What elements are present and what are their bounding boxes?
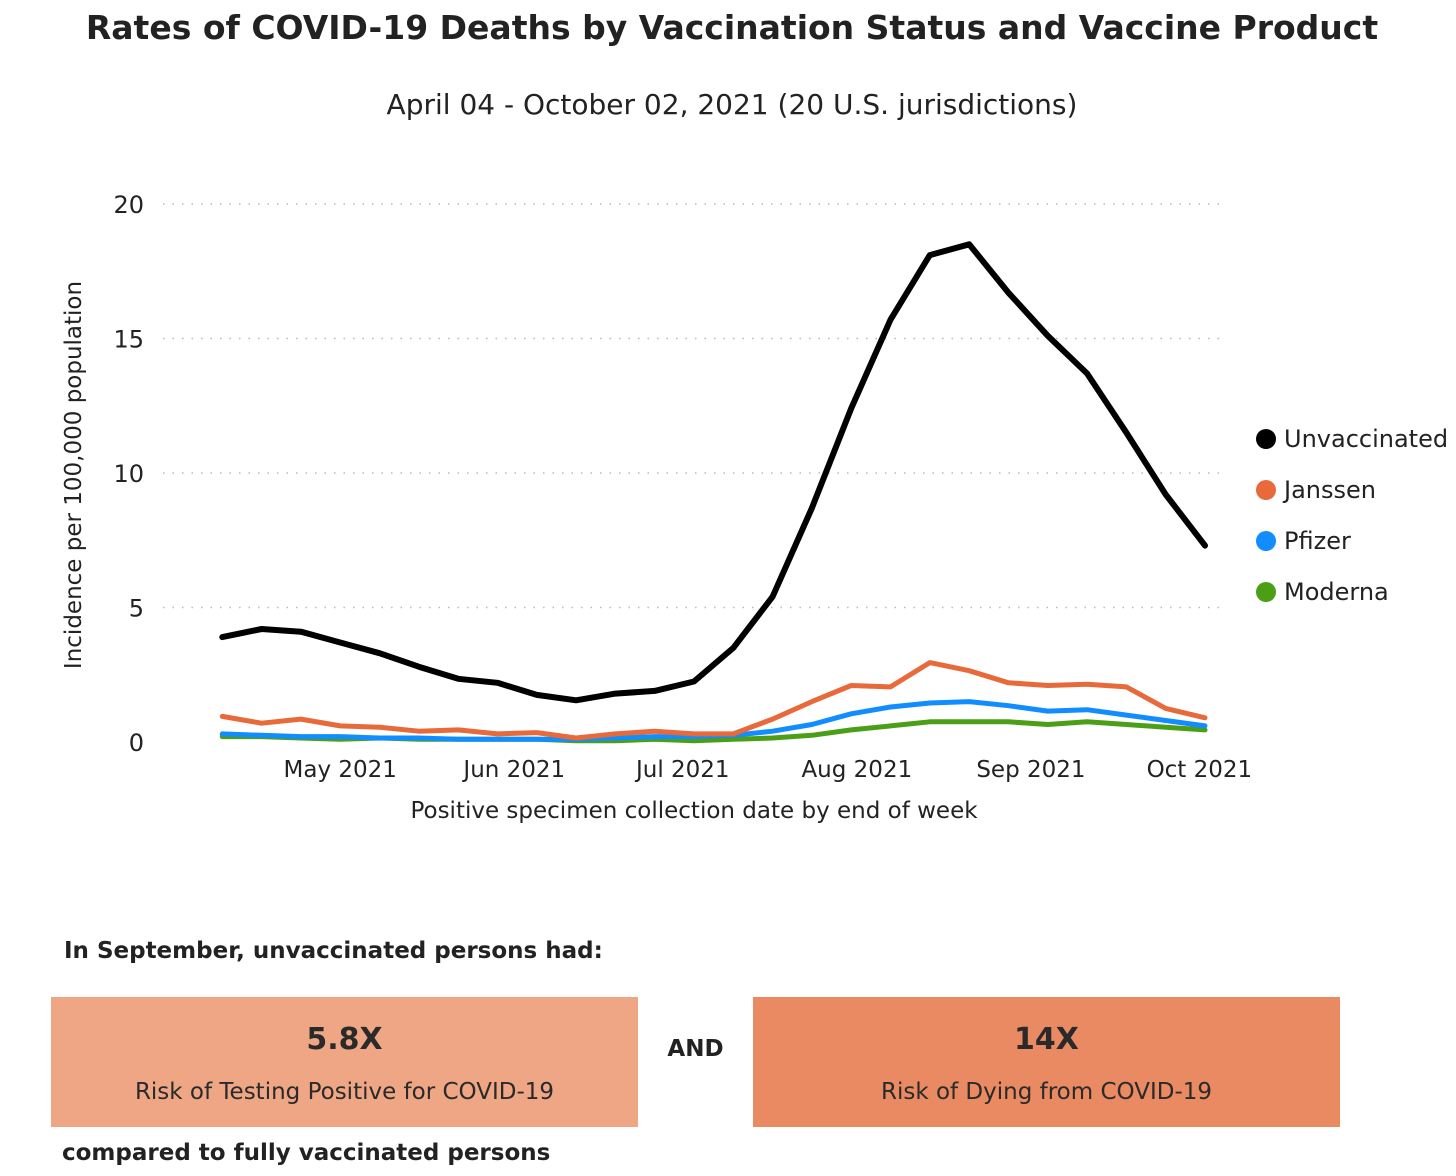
risk-label-positive: Risk of Testing Positive for COVID-19	[134, 1079, 555, 1105]
y-tick-label: 15	[113, 326, 144, 354]
chart-title: Rates of COVID-19 Deaths by Vaccination …	[85, 8, 1379, 47]
chart-subtitle: April 04 - October 02, 2021 (20 U.S. jur…	[386, 88, 1078, 121]
x-tick-label: Jul 2021	[634, 757, 730, 783]
legend-dot-unvaccinated	[1256, 429, 1276, 450]
legend-label: Unvaccinated	[1284, 425, 1449, 454]
chart-legend: Unvaccinated Janssen Pfizer Moderna	[1256, 414, 1448, 617]
x-axis-label: Positive specimen collection date by end…	[410, 798, 978, 824]
x-tick-label: May 2021	[284, 757, 397, 783]
series-line-unvaccinated	[219, 241, 1208, 704]
x-tick-label: Sep 2021	[976, 757, 1085, 783]
summary-outro: compared to fully vaccinated persons	[62, 1140, 551, 1166]
risk-box-positive: 5.8X Risk of Testing Positive for COVID-…	[51, 997, 638, 1127]
connector-and: AND	[667, 1036, 724, 1062]
legend-item-unvaccinated[interactable]: Unvaccinated	[1256, 414, 1448, 465]
line-chart: 0 5 10 15 20 May 2021 Jun 2021 Jul 2021 Aug 2021…	[61, 191, 1253, 824]
y-tick-label: 0	[129, 729, 144, 757]
legend-item-pfizer[interactable]: Pfizer	[1256, 516, 1448, 567]
y-tick-label: 5	[129, 595, 144, 623]
risk-value-dying: 14X	[1014, 1022, 1079, 1057]
y-tick-label: 20	[113, 191, 144, 219]
x-tick-label: Aug 2021	[801, 757, 912, 783]
legend-label: Moderna	[1284, 577, 1389, 606]
legend-item-moderna[interactable]: Moderna	[1256, 566, 1448, 617]
legend-item-janssen[interactable]: Janssen	[1256, 465, 1448, 516]
legend-label: Pfizer	[1284, 526, 1351, 555]
series-line-janssen	[219, 660, 1208, 741]
legend-dot-moderna	[1256, 581, 1276, 602]
y-tick-label: 10	[113, 460, 144, 488]
x-tick-label: Oct 2021	[1147, 757, 1253, 783]
x-tick-label: Jun 2021	[461, 757, 565, 783]
risk-box-dying: 14X Risk of Dying from COVID-19	[753, 997, 1340, 1127]
legend-dot-pfizer	[1256, 530, 1276, 551]
legend-label: Janssen	[1284, 476, 1376, 505]
legend-dot-janssen	[1256, 480, 1276, 501]
y-axis-label: Incidence per 100,000 population	[61, 281, 87, 669]
risk-value-positive: 5.8X	[306, 1022, 383, 1057]
summary-intro: In September, unvaccinated persons had:	[64, 938, 603, 964]
risk-label-dying: Risk of Dying from COVID-19	[880, 1079, 1213, 1105]
